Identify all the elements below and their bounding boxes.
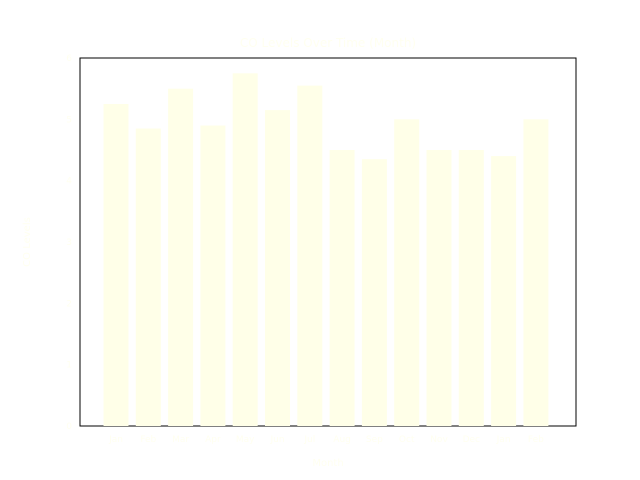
bar-oct-9 (394, 119, 420, 427)
x-tick-label: Nov (430, 435, 448, 445)
bar-jun-5 (265, 110, 290, 426)
x-tick-label: Feb (528, 435, 544, 445)
y-tick-label: 1 (66, 361, 72, 371)
x-tick-label: Mar (172, 435, 189, 445)
x-tick-label: Feb (140, 435, 156, 445)
bar-jan-12 (491, 156, 517, 426)
x-tick-label: Jan (108, 435, 123, 445)
bar-feb-1 (135, 128, 161, 426)
x-axis-ticks: Jan Feb Mar Apr May Jun Jul Aug Sep Oct Nov Dec Jan F… (108, 435, 544, 445)
x-tick-label: Sep (366, 435, 383, 445)
y-tick-label: 4 (66, 177, 72, 187)
plot-area (79, 57, 577, 427)
bar-nov-10 (426, 150, 452, 426)
y-axis-label: CO Levels (22, 217, 33, 267)
x-tick-label: Jul (303, 435, 315, 445)
bar-mar-2 (168, 88, 194, 426)
bar-aug-7 (329, 150, 355, 426)
y-tick-label: 2 (66, 299, 72, 309)
bar-feb-13 (523, 119, 549, 427)
y-tick-label: 5 (66, 115, 72, 125)
bar-dec-11 (458, 150, 484, 426)
x-tick-label: Jun (269, 435, 284, 445)
y-tick-label: 6 (66, 54, 72, 64)
x-tick-label: Jan (496, 435, 511, 445)
bar-jul-6 (297, 85, 323, 426)
bars-group (103, 73, 549, 427)
x-axis-label: Month (312, 458, 343, 469)
x-tick-label: May (236, 435, 255, 445)
bar-sep-8 (361, 159, 387, 426)
bar-apr-3 (200, 125, 226, 426)
y-tick-label: 0 (66, 422, 72, 432)
bar-jan-0 (103, 104, 129, 426)
bar-may-4 (232, 73, 258, 427)
y-axis-ticks: 0 1 2 3 4 5 6 (66, 54, 72, 432)
x-tick-label: Oct (399, 435, 415, 445)
y-tick-label: 3 (66, 238, 72, 248)
x-tick-label: Dec (463, 435, 480, 445)
x-tick-label: Apr (205, 435, 221, 445)
x-tick-label: Aug (333, 435, 351, 445)
chart-title: CO Levels Over Time (Month) (240, 36, 416, 50)
